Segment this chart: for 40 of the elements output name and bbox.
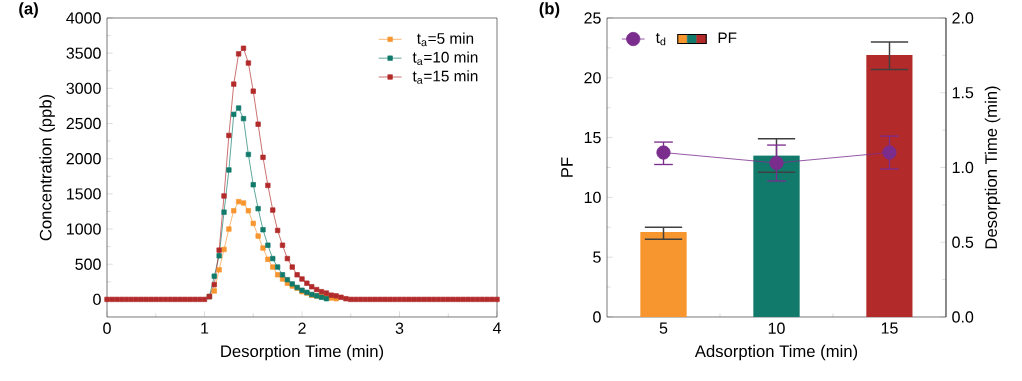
legend-label: t$_{a}$=5 min: [416, 32, 474, 47]
y-tick-label: 2500: [66, 117, 101, 130]
x-tick-label: 2: [298, 322, 306, 334]
y-tick-label: 3500: [66, 47, 101, 59]
y-axis-title: PF: [561, 157, 573, 177]
y-tick-label: 3000: [66, 82, 101, 94]
chart-title: (a): [19, 2, 38, 18]
x-axis-title: Desorption Time (min): [221, 344, 384, 361]
y2-tick-label: 1.5: [952, 87, 974, 99]
x-tick-label: 0: [103, 322, 111, 334]
y-tick-label: 0: [593, 311, 601, 323]
legend-label: PF: [718, 32, 737, 44]
legend-label: t$_{d}$: [655, 32, 666, 46]
x-tick-label: 10: [768, 322, 785, 334]
y-tick-label: 2000: [66, 153, 101, 165]
y2-tick-label: 0.5: [952, 236, 974, 248]
chart-title: (b): [539, 2, 560, 18]
x-tick-label: 15: [881, 322, 898, 334]
legend-label: t$_{a}$=10 min: [412, 51, 478, 66]
y-tick-label: 4000: [66, 12, 101, 24]
y2-tick-label: 2.0: [952, 12, 974, 24]
y-tick-label: 10: [584, 191, 601, 204]
y-tick-label: 1500: [67, 188, 101, 200]
y-axis-title: Concentration (ppb): [39, 94, 55, 241]
y-tick-label: 1000: [67, 223, 101, 235]
y-tick-label: 25: [584, 12, 601, 24]
y2-tick-label: 0.0: [952, 311, 974, 323]
y-tick-label: 20: [584, 72, 601, 84]
y2-axis-title: Desorption Time (min): [984, 86, 1001, 249]
x-tick-label: 3: [395, 322, 404, 334]
x-tick-label: 4: [492, 322, 501, 334]
y-tick-label: 5: [593, 251, 601, 263]
x-axis-title: Adsorption Time (min): [694, 344, 858, 361]
y-tick-label: 0: [93, 293, 101, 306]
y-tick-label: 500: [75, 258, 101, 270]
y-tick-label: 15: [584, 132, 601, 144]
legend-label: t$_{a}$=15 min: [412, 70, 478, 84]
x-tick-label: 5: [659, 322, 668, 334]
y2-tick-label: 1.0: [952, 161, 974, 174]
x-tick-label: 1: [201, 322, 209, 334]
